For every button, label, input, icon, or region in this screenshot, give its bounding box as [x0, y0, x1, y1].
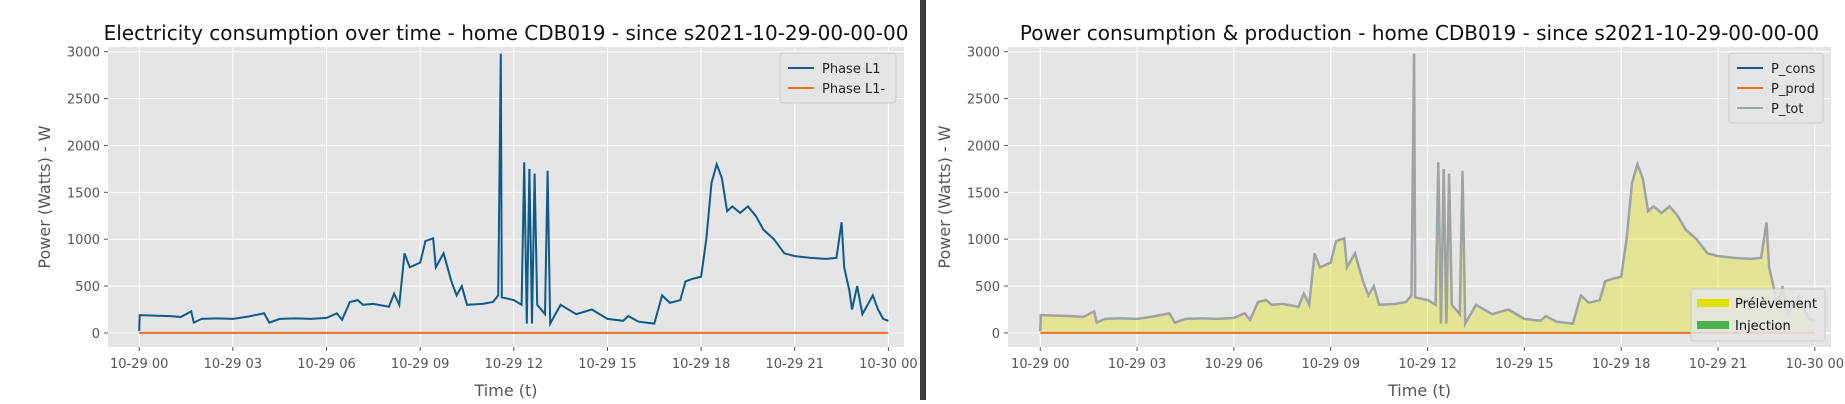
x-tick-label: 10-29 18 [672, 357, 730, 372]
plot-background [108, 47, 904, 347]
y-tick-label: 2000 [967, 139, 1000, 154]
x-tick-label: 10-29 12 [1398, 357, 1456, 372]
legend: Phase L1 Phase L1- [779, 52, 897, 104]
y-tick-label: 1500 [67, 186, 100, 201]
x-tick-label: 10-29 12 [485, 357, 543, 372]
y-tick-label: 0 [92, 327, 100, 342]
series-line-phase-l1 [138, 53, 889, 332]
fill-legend-label: Injection [1735, 319, 1791, 334]
x-tick-label: 10-29 21 [1689, 357, 1747, 372]
fill-legend: Prélèvement Injection [1690, 288, 1826, 342]
y-tick-label: 500 [975, 280, 1000, 295]
legend-label: P_prod [1771, 82, 1815, 97]
x-tick-label: 10-29 00 [1011, 357, 1069, 372]
legend-label: P_cons [1771, 62, 1816, 77]
y-tick-label: 500 [75, 280, 100, 295]
fill-legend-swatch [1697, 321, 1729, 329]
x-tick-label: 10-29 06 [1205, 357, 1263, 372]
x-tick-label: 10-30 00 [1786, 357, 1844, 372]
y-tick-label: 2500 [67, 93, 100, 108]
legend-label: P_tot [1771, 102, 1804, 117]
y-tick-label: 2500 [967, 93, 1000, 108]
y-tick-label: 0 [992, 327, 1000, 342]
panel-divider [920, 0, 926, 400]
x-tick-label: 10-29 00 [110, 357, 168, 372]
legend: P_cons P_prod P_tot [1728, 52, 1824, 124]
legend-label: Phase L1- [822, 82, 885, 97]
x-tick-label: 10-29 15 [578, 357, 636, 372]
y-tick-label: 3000 [967, 46, 1000, 61]
x-tick-label: 10-29 06 [297, 357, 355, 372]
chart-svg: 0 500 1000 1500 2000 2500 3000 10-29 00 10-29 03… [35, 21, 918, 400]
y-axis-label: Power (Watts) - W [35, 125, 54, 268]
chart-svg: 0 500 1000 1500 2000 2500 3000 10-29 00 10-29 03… [935, 21, 1844, 400]
x-tick-label: 10-29 09 [1302, 357, 1360, 372]
series-line-p-tot [1039, 53, 1816, 332]
y-tick-label: 3000 [67, 46, 100, 61]
chart-title: Power consumption & production - home CD… [1020, 21, 1819, 45]
x-tick-label: 10-29 21 [766, 357, 824, 372]
x-axis-label: Time (t) [474, 381, 538, 400]
legend-label: Phase L1 [822, 62, 880, 77]
x-tick-label: 10-29 15 [1495, 357, 1553, 372]
y-tick-label: 1500 [967, 186, 1000, 201]
y-axis-label: Power (Watts) - W [935, 125, 954, 268]
consumption-production-chart: 0 500 1000 1500 2000 2500 3000 10-29 00 10-29 03… [930, 0, 1845, 400]
chart-title: Electricity consumption over time - home… [104, 21, 909, 45]
fill-legend-swatch [1697, 299, 1729, 307]
x-tick-label: 10-29 09 [391, 357, 449, 372]
consumption-chart: 0 500 1000 1500 2000 2500 3000 10-29 00 10-29 03… [0, 0, 920, 400]
y-tick-label: 1000 [967, 233, 1000, 248]
fill-legend-label: Prélèvement [1735, 297, 1817, 312]
x-tick-label: 10-29 03 [1108, 357, 1166, 372]
x-tick-label: 10-29 18 [1592, 357, 1650, 372]
x-axis-label: Time (t) [1387, 381, 1451, 400]
x-tick-label: 10-30 00 [859, 357, 917, 372]
y-tick-label: 1000 [67, 233, 100, 248]
x-tick-label: 10-29 03 [204, 357, 262, 372]
y-tick-label: 2000 [67, 139, 100, 154]
